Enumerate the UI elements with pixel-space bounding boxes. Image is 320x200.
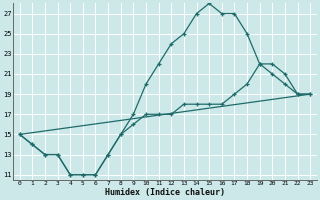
X-axis label: Humidex (Indice chaleur): Humidex (Indice chaleur) (105, 188, 225, 197)
